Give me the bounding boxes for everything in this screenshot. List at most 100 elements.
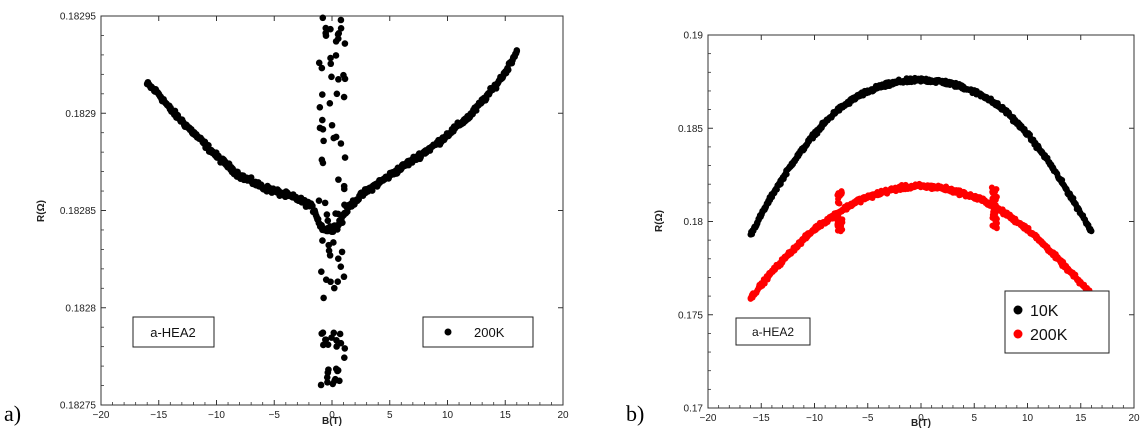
point-200k (328, 73, 335, 81)
point-200k (513, 47, 521, 54)
x-axis-label: B(T) (911, 418, 931, 428)
x-tick-label: 0 (918, 413, 924, 424)
point-200k (324, 217, 332, 225)
point-200k (337, 25, 345, 32)
panel-b: −20 −15 −10 −5 0 5 10 15 20 0.170.1750.180.1850.… (626, 31, 1140, 428)
point-200k (315, 197, 323, 205)
y-tick-labels: 0.17 0.175 0.18 0.185 0.19 (678, 31, 703, 415)
point-200k (315, 59, 323, 67)
y-tick-labels: 0.18275 0.1828 0.18285 0.1829 0.18295 (60, 12, 97, 412)
point-200k (992, 217, 999, 224)
point-200k (332, 52, 340, 59)
point-200k (330, 329, 338, 337)
point-200k (341, 345, 349, 352)
point-200k (334, 210, 342, 218)
legend-marker-10k (1013, 305, 1023, 315)
y-tick-label: 0.17 (684, 404, 704, 415)
legend-label-200k: 200K (474, 325, 505, 340)
tick-marks (707, 34, 1135, 409)
point-200k (325, 366, 332, 373)
point-200k (838, 207, 845, 214)
point-200k (318, 268, 325, 275)
point-200k (340, 93, 348, 101)
point-200k (323, 374, 331, 381)
legend-label-200k: 200K (1030, 327, 1068, 344)
x-tick-label: −10 (208, 410, 225, 421)
point-200k (341, 40, 349, 47)
x-tick-labels: −20 −15 −10 −5 0 5 10 15 20 (700, 413, 1140, 424)
y-tick-label: 0.175 (678, 310, 703, 321)
point-200k (320, 294, 327, 302)
x-tick-label: −20 (93, 410, 110, 421)
legend-marker-200k (1013, 329, 1023, 339)
point-200k (835, 190, 842, 197)
point-200k (333, 90, 341, 98)
point-200k (327, 54, 334, 62)
point-200k (318, 156, 326, 164)
point-200k (324, 379, 331, 386)
point-200k (320, 341, 327, 349)
legend-label-10k: 10K (1030, 303, 1059, 320)
point-200k (993, 225, 1000, 232)
x-tick-label: −10 (806, 413, 823, 424)
point-200k (335, 76, 342, 83)
point-200k (339, 211, 347, 219)
point-200k (322, 336, 330, 343)
point-200k (319, 237, 326, 244)
y-tick-label: 0.1829 (65, 109, 96, 120)
x-tick-labels: −20 −15 −10 −5 0 5 10 15 20 (93, 410, 569, 421)
data-points (143, 14, 521, 389)
x-tick-label: 0 (329, 410, 335, 421)
point-200k (337, 263, 345, 270)
point-200k (205, 141, 212, 149)
point-200k (339, 219, 346, 226)
point-200k (309, 202, 316, 210)
point-200k (319, 116, 326, 124)
tick-marks (100, 15, 564, 406)
point-200k (325, 247, 333, 255)
point-200k (332, 375, 339, 383)
sample-label: a-HEA2 (752, 325, 794, 339)
point-200k (327, 60, 335, 68)
point-200k (318, 64, 326, 72)
y-tick-label: 0.185 (678, 124, 703, 135)
sample-label-box (735, 317, 811, 346)
point-200k (317, 381, 325, 389)
point-200k (318, 330, 326, 337)
legend-marker-200k (444, 328, 452, 336)
point-200k (324, 341, 332, 348)
point-200k (316, 103, 324, 111)
y-tick-label: 0.1828 (65, 303, 96, 314)
point-200k (321, 199, 329, 207)
x-tick-label: 20 (557, 410, 569, 421)
point-200k (325, 241, 333, 249)
point-200k (318, 91, 326, 98)
x-tick-label: −15 (753, 413, 770, 424)
point-200k (837, 218, 844, 225)
sample-label-box (132, 316, 215, 348)
x-tick-label: −15 (150, 410, 167, 421)
point-200k (334, 278, 342, 286)
point-200k (341, 75, 349, 83)
panel-letter-b: b) (626, 401, 644, 426)
legend-box (422, 316, 534, 348)
point-200k (330, 134, 338, 142)
data-points (747, 74, 1095, 302)
point-200k (839, 226, 846, 233)
point-200k (326, 99, 334, 107)
point-200k (330, 284, 338, 292)
x-axis-label: B(T) (322, 416, 342, 427)
y-axis-label: R(Ω) (36, 200, 47, 222)
x-tick-label: 5 (387, 410, 393, 421)
x-tick-label: 15 (1075, 413, 1087, 424)
point-200k (337, 339, 345, 347)
point-200k (337, 140, 345, 147)
y-axis-label: R(Ω) (654, 210, 665, 232)
point-200k (504, 66, 512, 74)
point-200k (989, 201, 996, 208)
x-tick-label: 10 (1022, 413, 1034, 424)
x-tick-label: −5 (269, 410, 281, 421)
point-200k (322, 32, 330, 39)
point-200k (835, 200, 842, 207)
